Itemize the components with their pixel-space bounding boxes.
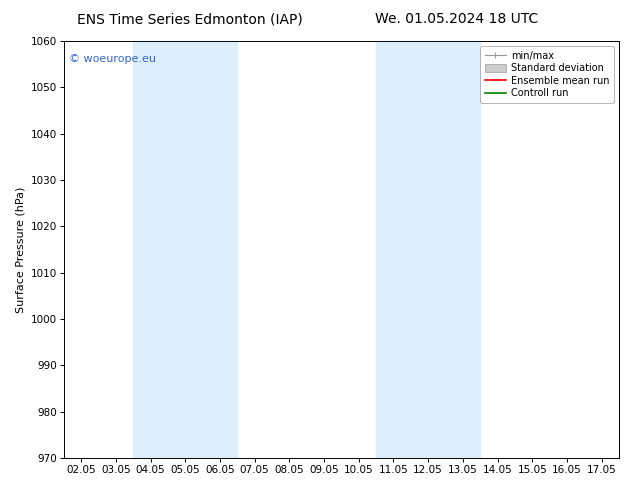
Text: © woeurope.eu: © woeurope.eu <box>69 53 157 64</box>
Text: We. 01.05.2024 18 UTC: We. 01.05.2024 18 UTC <box>375 12 538 26</box>
Text: ENS Time Series Edmonton (IAP): ENS Time Series Edmonton (IAP) <box>77 12 303 26</box>
Legend: min/max, Standard deviation, Ensemble mean run, Controll run: min/max, Standard deviation, Ensemble me… <box>480 46 614 103</box>
Bar <box>376 41 480 458</box>
Y-axis label: Surface Pressure (hPa): Surface Pressure (hPa) <box>15 186 25 313</box>
Bar <box>133 41 237 458</box>
